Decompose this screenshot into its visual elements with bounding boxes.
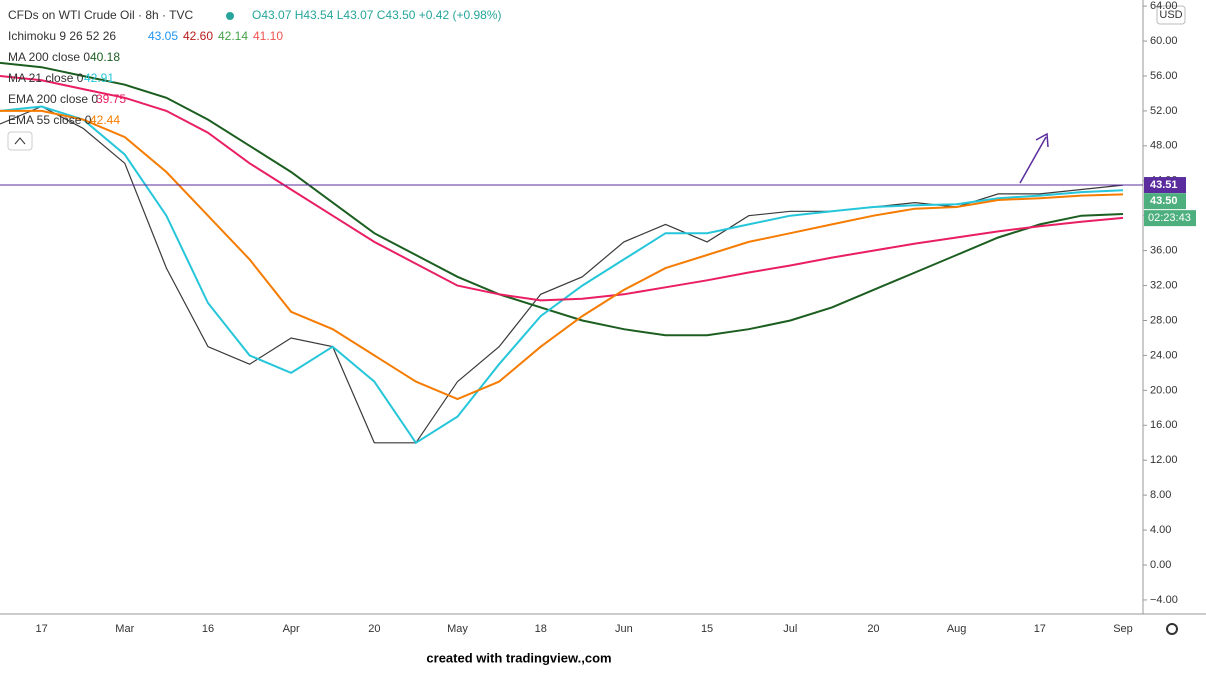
legend-value: 42.44 xyxy=(90,113,120,127)
legend-value: 42.91 xyxy=(84,71,114,85)
ichimoku-value: 42.60 xyxy=(183,29,213,43)
chart-title: CFDs on WTI Crude Oil · 8h · TVC xyxy=(8,8,193,22)
ichimoku-value: 42.14 xyxy=(218,29,248,43)
y-tick-label: 20.00 xyxy=(1150,384,1178,396)
legend-value: 39.75 xyxy=(96,92,126,106)
settings-icon[interactable] xyxy=(1166,623,1178,635)
plot xyxy=(0,61,1124,445)
x-tick-label: 17 xyxy=(35,623,47,635)
countdown: 02:23:43 xyxy=(1148,212,1191,224)
y-tick-label: 60.00 xyxy=(1150,35,1178,47)
x-tick-label: Mar xyxy=(115,623,134,635)
y-tick-label: 56.00 xyxy=(1150,70,1178,82)
last-price-tag xyxy=(1144,193,1186,210)
y-tick-label: 4.00 xyxy=(1150,524,1171,536)
currency: USD xyxy=(1159,9,1182,21)
legend-label: EMA 55 close 0 xyxy=(8,113,92,127)
ichimoku-value: 43.05 xyxy=(148,29,178,43)
series-line xyxy=(0,75,1124,302)
currency-box[interactable] xyxy=(1156,5,1186,25)
legend-label: MA 200 close 0 xyxy=(8,50,90,64)
price-tag-label: 43.51 xyxy=(1150,179,1178,191)
x-tick-label: 20 xyxy=(867,623,879,635)
gear xyxy=(1166,623,1178,635)
ohlc: O43.07 H43.54 L43.07 C43.50 +0.42 (+0.98… xyxy=(252,8,502,22)
y-tick-label: 0.00 xyxy=(1150,559,1171,571)
x-tick-label: May xyxy=(447,623,468,635)
legend-value: 40.18 xyxy=(90,50,120,64)
legend-label: MA 21 close 0 xyxy=(8,71,84,85)
status-dot xyxy=(226,12,234,20)
y-tick-label: 36.00 xyxy=(1150,245,1178,257)
x-tick-label: Apr xyxy=(283,623,300,635)
collapse-button[interactable] xyxy=(7,131,33,151)
ichimoku-name: Ichimoku 9 26 52 26 xyxy=(8,29,116,43)
y-tick-label: 64.00 xyxy=(1150,0,1178,12)
ichimoku-value: 41.10 xyxy=(253,29,283,43)
y-tick-label: 48.00 xyxy=(1150,140,1178,152)
y-tick-label: 32.00 xyxy=(1150,279,1178,291)
price-tag xyxy=(1144,177,1186,194)
y-tick-label: 12.00 xyxy=(1150,454,1178,466)
x-tick-label: Aug xyxy=(947,623,967,635)
y-tick-label: 52.00 xyxy=(1150,105,1178,117)
footer: created with tradingview.,com xyxy=(426,650,611,665)
collapse-icon xyxy=(14,137,26,145)
legend-label: EMA 200 close 0 xyxy=(8,92,98,106)
y-tick-label: 16.00 xyxy=(1150,419,1178,431)
trend-arrow xyxy=(1019,132,1049,184)
x-tick-label: 15 xyxy=(701,623,713,635)
y-tick-label: −4.00 xyxy=(1150,594,1178,606)
series-line xyxy=(0,61,1124,337)
x-tick-label: 20 xyxy=(368,623,380,635)
last-price-label: 43.50 xyxy=(1150,195,1178,207)
series-line xyxy=(0,109,1124,401)
y-tick-label: 8.00 xyxy=(1150,489,1171,501)
y-tick-label: 24.00 xyxy=(1150,349,1178,361)
x-tick-label: 16 xyxy=(202,623,214,635)
series-line xyxy=(0,105,1124,445)
x-tick-label: Sep xyxy=(1113,623,1133,635)
countdown-tag xyxy=(1144,210,1196,227)
x-tick-label: Jul xyxy=(783,623,797,635)
y-tick-label: 28.00 xyxy=(1150,314,1178,326)
x-tick-label: 18 xyxy=(535,623,547,635)
x-tick-label: 17 xyxy=(1034,623,1046,635)
x-tick-label: Jun xyxy=(615,623,633,635)
